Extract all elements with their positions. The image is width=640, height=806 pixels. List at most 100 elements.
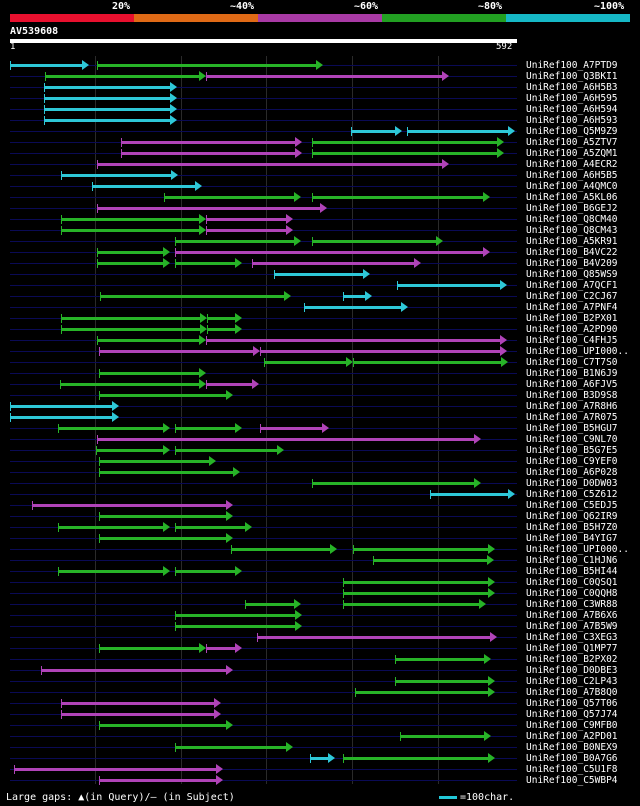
hit-name[interactable]: UniRef100_A4QMC0: [526, 181, 618, 192]
hit-name[interactable]: UniRef100_C9NL70: [526, 434, 618, 445]
hit-segment-green[interactable]: [244, 603, 296, 606]
hit-segment-green[interactable]: [99, 460, 210, 463]
hit-name[interactable]: UniRef100_Q8CM43: [526, 225, 618, 236]
hit-name[interactable]: UniRef100_Q85WS9: [526, 269, 618, 280]
hit-name[interactable]: UniRef100_A7R075: [526, 412, 618, 423]
hit-name[interactable]: UniRef100_C3XEG3: [526, 632, 618, 643]
hit-name[interactable]: UniRef100_C7T7S0: [526, 357, 618, 368]
hit-segment-cyan[interactable]: [44, 97, 171, 100]
hit-segment-green[interactable]: [175, 449, 279, 452]
hit-name[interactable]: UniRef100_A6H594: [526, 104, 618, 115]
hit-segment-green[interactable]: [175, 240, 296, 243]
hit-segment-magenta[interactable]: [260, 427, 324, 430]
hit-segment-green[interactable]: [175, 614, 297, 617]
hit-name[interactable]: UniRef100_B4V209: [526, 258, 618, 269]
hit-segment-green[interactable]: [175, 570, 237, 573]
hit-name[interactable]: UniRef100_B1N6J9: [526, 368, 618, 379]
hit-name[interactable]: UniRef100_C5WBP4: [526, 775, 618, 786]
hit-segment-green[interactable]: [394, 680, 489, 683]
hit-name[interactable]: UniRef100_A2PD01: [526, 731, 618, 742]
hit-segment-green[interactable]: [97, 251, 165, 254]
hit-name[interactable]: UniRef100_B2PX01: [526, 313, 618, 324]
hit-name[interactable]: UniRef100_C3WR88: [526, 599, 618, 610]
hit-segment-magenta[interactable]: [256, 636, 492, 639]
hit-segment-green[interactable]: [175, 427, 237, 430]
hit-segment-green[interactable]: [263, 361, 347, 364]
hit-segment-green[interactable]: [61, 229, 201, 232]
hit-name[interactable]: UniRef100_A7QCF1: [526, 280, 618, 291]
hit-segment-magenta[interactable]: [206, 383, 254, 386]
hit-segment-green[interactable]: [343, 757, 489, 760]
hit-name[interactable]: UniRef100_B5G7E5: [526, 445, 618, 456]
hit-segment-green[interactable]: [399, 735, 486, 738]
hit-name[interactable]: UniRef100_B2PX02: [526, 654, 618, 665]
hit-name[interactable]: UniRef100_D0DW03: [526, 478, 618, 489]
hit-segment-cyan[interactable]: [10, 405, 113, 408]
hit-segment-green[interactable]: [231, 548, 332, 551]
hit-segment-green[interactable]: [352, 361, 502, 364]
hit-segment-magenta[interactable]: [40, 669, 227, 672]
hit-name[interactable]: UniRef100_A6H593: [526, 115, 618, 126]
hit-segment-magenta[interactable]: [97, 438, 476, 441]
hit-segment-cyan[interactable]: [350, 130, 397, 133]
hit-segment-cyan[interactable]: [44, 86, 171, 89]
hit-segment-green[interactable]: [99, 724, 227, 727]
hit-segment-cyan[interactable]: [273, 273, 364, 276]
hit-name[interactable]: UniRef100_A6H5B5: [526, 170, 618, 181]
hit-segment-green[interactable]: [45, 75, 201, 78]
hit-segment-magenta[interactable]: [97, 163, 443, 166]
hit-name[interactable]: UniRef100_C5U1F8: [526, 764, 618, 775]
hit-segment-cyan[interactable]: [10, 64, 83, 67]
hit-name[interactable]: UniRef100_A2PD90: [526, 324, 618, 335]
hit-segment-green[interactable]: [61, 218, 201, 221]
hit-name[interactable]: UniRef100_A5ZTV7: [526, 137, 618, 148]
hit-segment-green[interactable]: [352, 548, 489, 551]
hit-name[interactable]: UniRef100_C0QQH8: [526, 588, 618, 599]
hit-name[interactable]: UniRef100_B4VC22: [526, 247, 618, 258]
hit-segment-green[interactable]: [97, 64, 317, 67]
hit-segment-green[interactable]: [95, 449, 165, 452]
hit-name[interactable]: UniRef100_A6FJV5: [526, 379, 618, 390]
hit-segment-cyan[interactable]: [10, 416, 113, 419]
hit-segment-green[interactable]: [311, 152, 499, 155]
hit-segment-green[interactable]: [99, 515, 227, 518]
hit-name[interactable]: UniRef100_C9MFB0: [526, 720, 618, 731]
hit-name[interactable]: UniRef100_C5Z612: [526, 489, 618, 500]
hit-segment-green[interactable]: [343, 581, 489, 584]
hit-name[interactable]: UniRef100_A4ECR2: [526, 159, 618, 170]
hit-name[interactable]: UniRef100_A7R8H6: [526, 401, 618, 412]
hit-segment-cyan[interactable]: [303, 306, 403, 309]
hit-name[interactable]: UniRef100_B5HI44: [526, 566, 618, 577]
hit-segment-magenta[interactable]: [206, 75, 444, 78]
hit-name[interactable]: UniRef100_A6H595: [526, 93, 618, 104]
hit-name[interactable]: UniRef100_A5KL06: [526, 192, 618, 203]
hit-segment-green[interactable]: [61, 317, 201, 320]
hit-name[interactable]: UniRef100_C2CJ67: [526, 291, 618, 302]
hit-name[interactable]: UniRef100_A5ZQM1: [526, 148, 618, 159]
hit-segment-cyan[interactable]: [92, 185, 196, 188]
hit-name[interactable]: UniRef100_Q62IR9: [526, 511, 618, 522]
hit-segment-green[interactable]: [355, 691, 489, 694]
hit-segment-green[interactable]: [373, 559, 488, 562]
hit-name[interactable]: UniRef100_B6GEJ2: [526, 203, 618, 214]
hit-segment-cyan[interactable]: [309, 757, 330, 760]
hit-segment-green[interactable]: [395, 658, 486, 661]
hit-segment-green[interactable]: [99, 647, 201, 650]
hit-name[interactable]: UniRef100_B0A7G6: [526, 753, 618, 764]
hit-name[interactable]: UniRef100_A7B5W9: [526, 621, 618, 632]
hit-segment-green[interactable]: [58, 570, 165, 573]
hit-segment-magenta[interactable]: [260, 350, 501, 353]
hit-name[interactable]: UniRef100_C0QSQ1: [526, 577, 618, 588]
hit-segment-green[interactable]: [59, 383, 201, 386]
hit-segment-green[interactable]: [58, 427, 165, 430]
hit-name[interactable]: UniRef100_C9YEF0: [526, 456, 618, 467]
hit-segment-green[interactable]: [207, 328, 237, 331]
hit-segment-green[interactable]: [312, 482, 475, 485]
hit-name[interactable]: UniRef100_A6P028: [526, 467, 618, 478]
hit-name[interactable]: UniRef100_A6H5B3: [526, 82, 618, 93]
hit-segment-magenta[interactable]: [99, 350, 255, 353]
hit-segment-magenta[interactable]: [121, 152, 296, 155]
hit-name[interactable]: UniRef100_B0NEX9: [526, 742, 618, 753]
hit-segment-magenta[interactable]: [206, 339, 501, 342]
hit-name[interactable]: UniRef100_B3D9S8: [526, 390, 618, 401]
